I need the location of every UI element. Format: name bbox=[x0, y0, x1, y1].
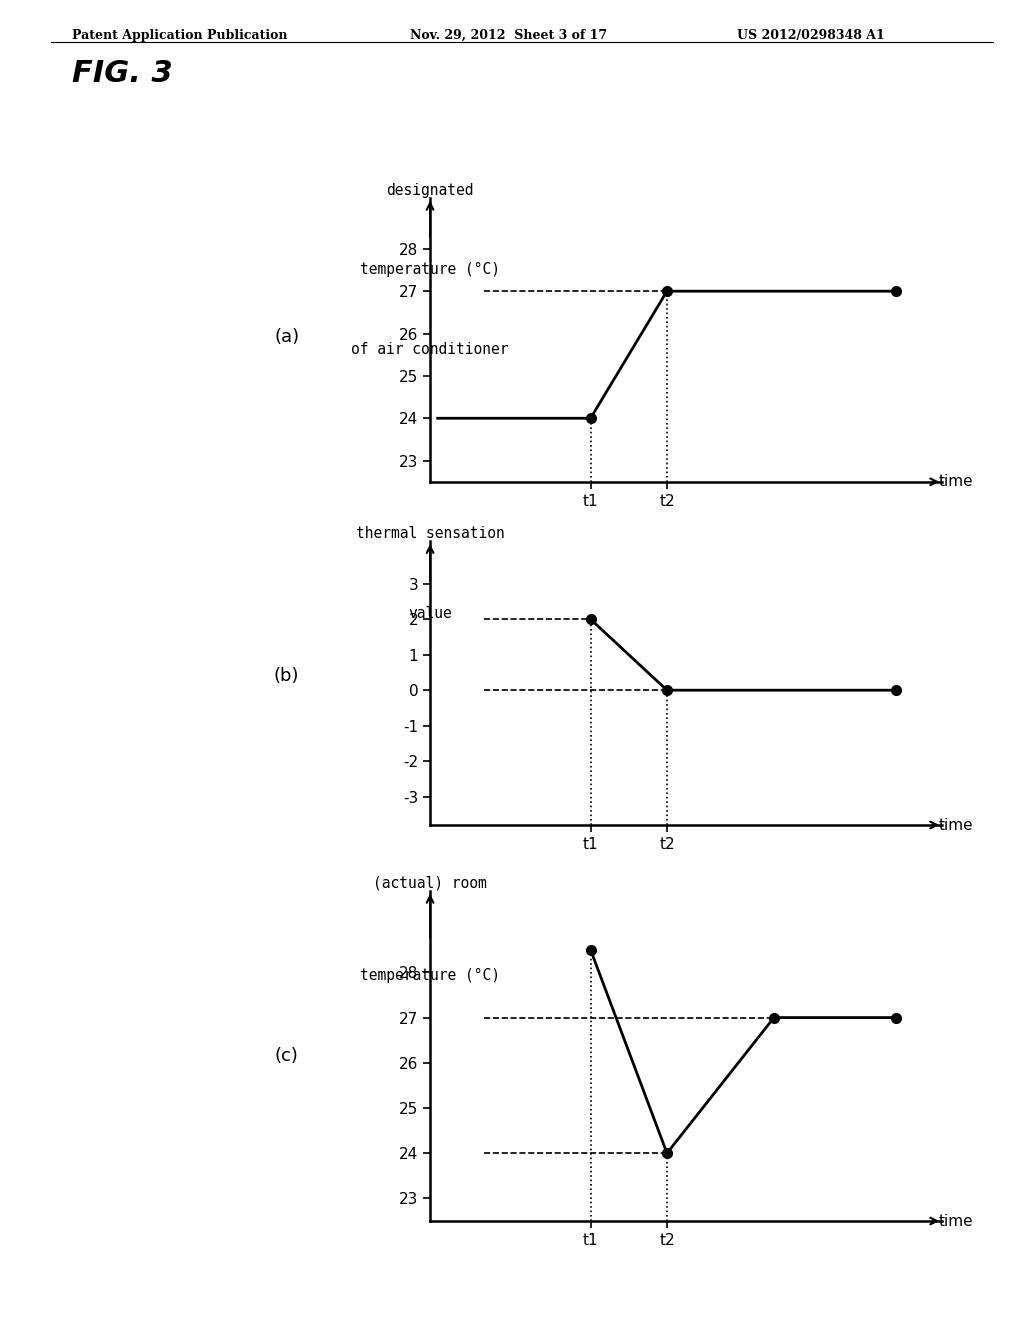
Text: thermal sensation: thermal sensation bbox=[355, 527, 505, 541]
Text: (c): (c) bbox=[274, 1047, 299, 1065]
Text: US 2012/0298348 A1: US 2012/0298348 A1 bbox=[737, 29, 885, 42]
Text: time: time bbox=[939, 1213, 974, 1229]
Text: (actual) room: (actual) room bbox=[373, 876, 487, 891]
Text: Nov. 29, 2012  Sheet 3 of 17: Nov. 29, 2012 Sheet 3 of 17 bbox=[410, 29, 607, 42]
Text: FIG. 3: FIG. 3 bbox=[72, 59, 172, 88]
Text: time: time bbox=[939, 474, 974, 490]
Text: (a): (a) bbox=[274, 327, 299, 346]
Text: (b): (b) bbox=[274, 667, 299, 685]
Text: temperature (°C): temperature (°C) bbox=[360, 969, 500, 983]
Text: of air conditioner: of air conditioner bbox=[351, 342, 509, 356]
Text: time: time bbox=[939, 817, 974, 833]
Text: temperature (°C): temperature (°C) bbox=[360, 263, 500, 277]
Text: Patent Application Publication: Patent Application Publication bbox=[72, 29, 287, 42]
Text: value: value bbox=[409, 606, 452, 620]
Text: designated: designated bbox=[386, 183, 474, 198]
